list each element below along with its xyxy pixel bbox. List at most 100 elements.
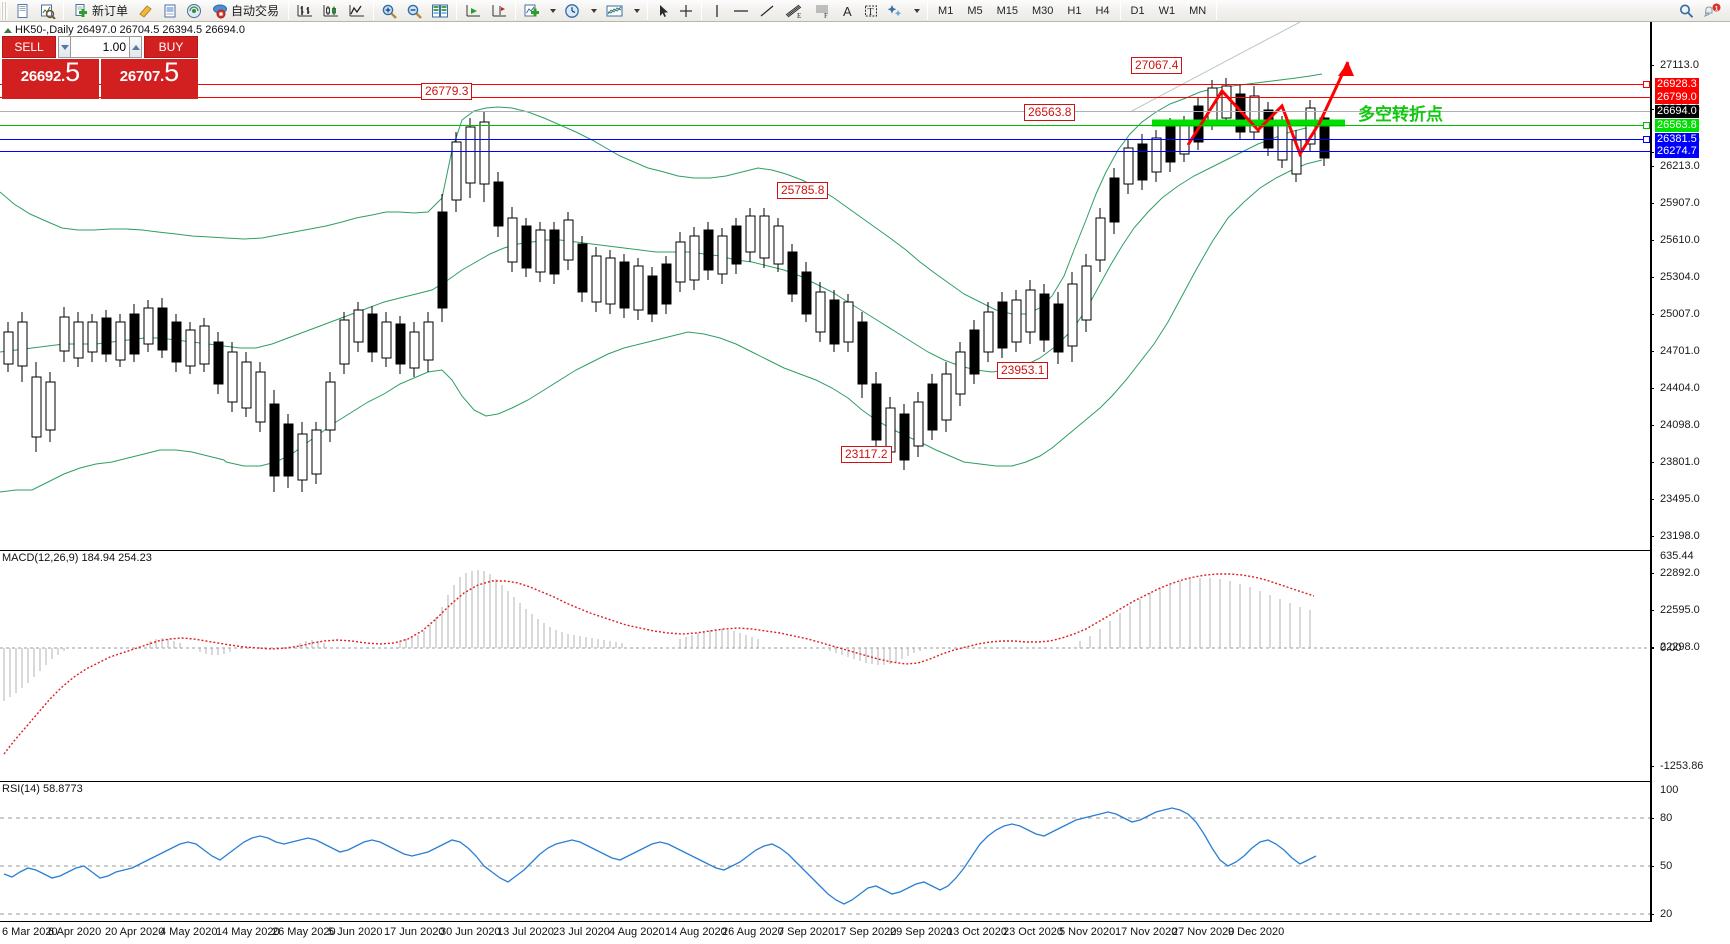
support-line-26381[interactable] <box>0 139 1650 140</box>
sell-price-box[interactable]: 26692 . 5 <box>2 59 99 99</box>
search-magnifier-icon[interactable] <box>1675 1 1698 21</box>
signals-icon[interactable] <box>183 1 205 21</box>
line-chart-icon[interactable] <box>345 1 369 21</box>
volume-field-group[interactable] <box>58 36 142 58</box>
fibonacci-retracement-icon[interactable]: F <box>809 1 835 21</box>
zoom-out-icon[interactable] <box>403 1 426 21</box>
level-callout[interactable]: 26563.8 <box>1024 104 1076 121</box>
svg-text:A: A <box>843 4 852 19</box>
sell-button[interactable]: SELL <box>2 36 56 58</box>
date-tick-label: 30 Jun 2020 <box>440 926 501 938</box>
text-label-icon[interactable]: T <box>860 1 882 21</box>
toolbar-separator <box>927 1 929 20</box>
timeframe-d1[interactable]: D1 <box>1130 4 1145 17</box>
vertical-line-icon[interactable] <box>706 1 727 21</box>
toolbar-separator <box>701 1 703 20</box>
macd-pane[interactable] <box>0 551 1650 780</box>
date-tick-label: 23 Jul 2020 <box>553 926 610 938</box>
timeframe-h1[interactable]: H1 <box>1067 4 1082 17</box>
timeframe-m5[interactable]: M5 <box>967 4 983 17</box>
toolbar-grip[interactable] <box>1 1 8 20</box>
svg-text:T: T <box>868 7 874 18</box>
buy-button[interactable]: BUY <box>144 36 198 58</box>
cursor-arrow-icon[interactable] <box>652 1 673 21</box>
price-tag-support-high[interactable]: 26381.5 <box>1655 133 1699 146</box>
volume-decrease-button[interactable] <box>59 37 72 57</box>
horizontal-line-icon[interactable] <box>729 1 753 21</box>
candlestick-chart-icon[interactable] <box>319 1 343 21</box>
price-tick-label: 23198.0 <box>1660 530 1700 542</box>
support-handle-26381[interactable] <box>1643 136 1650 143</box>
pivot-handle-26563[interactable] <box>1643 122 1650 129</box>
new-order-button[interactable]: 新订单 <box>68 1 133 21</box>
equidistant-channel-icon[interactable]: E <box>781 1 807 21</box>
timeframe-mn[interactable]: MN <box>1189 4 1207 17</box>
support-line-26274[interactable] <box>0 151 1650 152</box>
text-icon[interactable]: A <box>837 1 858 21</box>
autotrading-button[interactable]: 自动交易 <box>207 1 284 21</box>
price-candlestick-pane[interactable] <box>0 22 1650 527</box>
timeframe-h4[interactable]: H4 <box>1095 4 1110 17</box>
open-chart-icon[interactable] <box>36 1 59 21</box>
notification-bell-icon[interactable]: 1 <box>1700 1 1724 21</box>
date-tick-label: 23 Oct 2020 <box>1003 926 1063 938</box>
level-callout[interactable]: 25785.8 <box>777 182 829 199</box>
rsi-tick-label: 80 <box>1660 812 1673 824</box>
chart-area[interactable]: HK50-,Daily 26497.0 26704.5 26394.5 2669… <box>0 22 1730 944</box>
price-tick-label: 24701.0 <box>1660 345 1700 357</box>
toolbar-separator <box>373 1 375 20</box>
new-document-icon[interactable] <box>12 1 34 21</box>
add-indicator-dropdown[interactable] <box>545 1 559 21</box>
level-callout[interactable]: 27067.4 <box>1131 57 1183 74</box>
shapes-dropdown[interactable] <box>909 1 923 21</box>
price-tag-resistance[interactable]: 26799.0 <box>1655 91 1699 104</box>
price-tag-support[interactable]: 26274.7 <box>1655 145 1699 158</box>
level-callout[interactable]: 23117.2 <box>841 446 892 463</box>
bar-chart-icon[interactable] <box>293 1 317 21</box>
resistance-line-26928[interactable] <box>0 84 1650 85</box>
turning-point-note[interactable]: 多空转折点 <box>1358 105 1443 125</box>
price-tick-label: 24404.0 <box>1660 382 1700 394</box>
rsi-pane[interactable] <box>0 782 1650 921</box>
pivot-line-26563[interactable] <box>0 125 1650 126</box>
zoom-in-icon[interactable] <box>378 1 401 21</box>
forecast-arrow-head <box>1338 62 1354 76</box>
one-click-trading-panel[interactable]: SELL BUY 26692 . 5 26707 . 5 <box>2 36 198 100</box>
chart-shift-icon[interactable] <box>487 1 511 21</box>
timeframe-w1[interactable]: W1 <box>1158 4 1176 17</box>
add-indicator-icon[interactable] <box>520 1 543 21</box>
date-axis[interactable]: 6 Mar 2020 6 Apr 2020 20 Apr 2020 4 May … <box>0 921 1650 944</box>
timeframe-m15[interactable]: M15 <box>996 4 1018 17</box>
date-tick-label: 14 Aug 2020 <box>665 926 727 938</box>
auto-scroll-icon[interactable] <box>461 1 485 21</box>
toolbar-separator <box>1119 1 1121 20</box>
templates-icon[interactable] <box>602 1 627 21</box>
rsi-label: RSI(14) 58.8773 <box>2 783 83 795</box>
volume-input[interactable] <box>71 39 129 55</box>
period-dropdown[interactable] <box>586 1 600 21</box>
pane-divider-macd <box>0 550 1650 551</box>
price-tag-pivot[interactable]: 26563.8 <box>1655 119 1699 132</box>
templates-dropdown[interactable] <box>629 1 643 21</box>
buy-price-box[interactable]: 26707 . 5 <box>101 59 198 99</box>
metaeditor-icon[interactable] <box>135 1 157 21</box>
level-callout[interactable]: 26779.3 <box>421 83 473 100</box>
expert-advisor-icon[interactable] <box>159 1 181 21</box>
price-tag-resistance-high[interactable]: 26928.3 <box>1655 78 1699 91</box>
volume-increase-button[interactable] <box>129 37 142 57</box>
timeframe-m30[interactable]: M30 <box>1032 4 1054 17</box>
resistance-line-26799[interactable] <box>0 97 1650 98</box>
shapes-icon[interactable] <box>884 1 907 21</box>
period-clock-icon[interactable] <box>561 1 584 21</box>
buy-price-fraction: 5 <box>164 57 180 87</box>
resistance-handle-26928[interactable] <box>1643 81 1650 88</box>
date-tick-label: 4 May 2020 <box>160 926 218 938</box>
tile-windows-icon[interactable] <box>428 1 452 21</box>
trendline-icon[interactable] <box>755 1 779 21</box>
timeframe-m1[interactable]: M1 <box>938 4 954 17</box>
level-callout[interactable]: 23953.1 <box>997 362 1049 379</box>
date-tick-label: 14 May 2020 <box>216 926 280 938</box>
autotrading-label: 自动交易 <box>231 4 280 18</box>
instrument-header: HK50-,Daily 26497.0 26704.5 26394.5 2669… <box>4 24 245 36</box>
crosshair-icon[interactable] <box>675 1 697 21</box>
